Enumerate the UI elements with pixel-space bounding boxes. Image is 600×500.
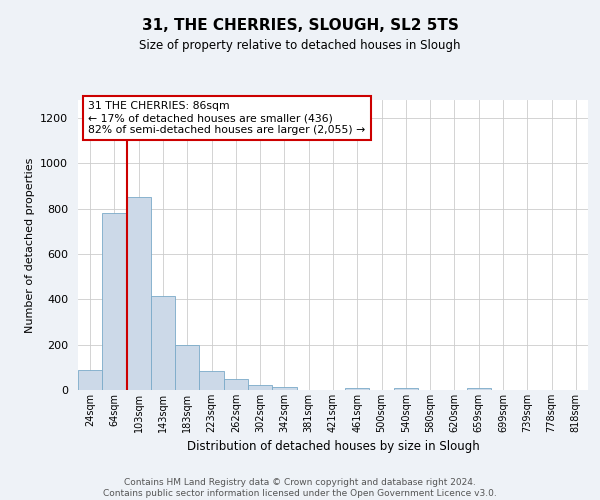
Bar — [78, 370, 102, 390]
Bar — [394, 388, 418, 390]
Bar — [102, 214, 127, 390]
Bar — [224, 378, 248, 390]
Bar — [467, 388, 491, 390]
Bar — [175, 344, 199, 390]
Bar — [151, 296, 175, 390]
Bar — [272, 386, 296, 390]
Text: Contains HM Land Registry data © Crown copyright and database right 2024.
Contai: Contains HM Land Registry data © Crown c… — [103, 478, 497, 498]
Bar — [127, 198, 151, 390]
Bar — [345, 388, 370, 390]
Y-axis label: Number of detached properties: Number of detached properties — [25, 158, 35, 332]
Text: 31 THE CHERRIES: 86sqm
← 17% of detached houses are smaller (436)
82% of semi-de: 31 THE CHERRIES: 86sqm ← 17% of detached… — [88, 102, 365, 134]
Text: 31, THE CHERRIES, SLOUGH, SL2 5TS: 31, THE CHERRIES, SLOUGH, SL2 5TS — [142, 18, 458, 32]
Bar — [199, 370, 224, 390]
Text: Size of property relative to detached houses in Slough: Size of property relative to detached ho… — [139, 40, 461, 52]
Bar — [248, 385, 272, 390]
X-axis label: Distribution of detached houses by size in Slough: Distribution of detached houses by size … — [187, 440, 479, 454]
